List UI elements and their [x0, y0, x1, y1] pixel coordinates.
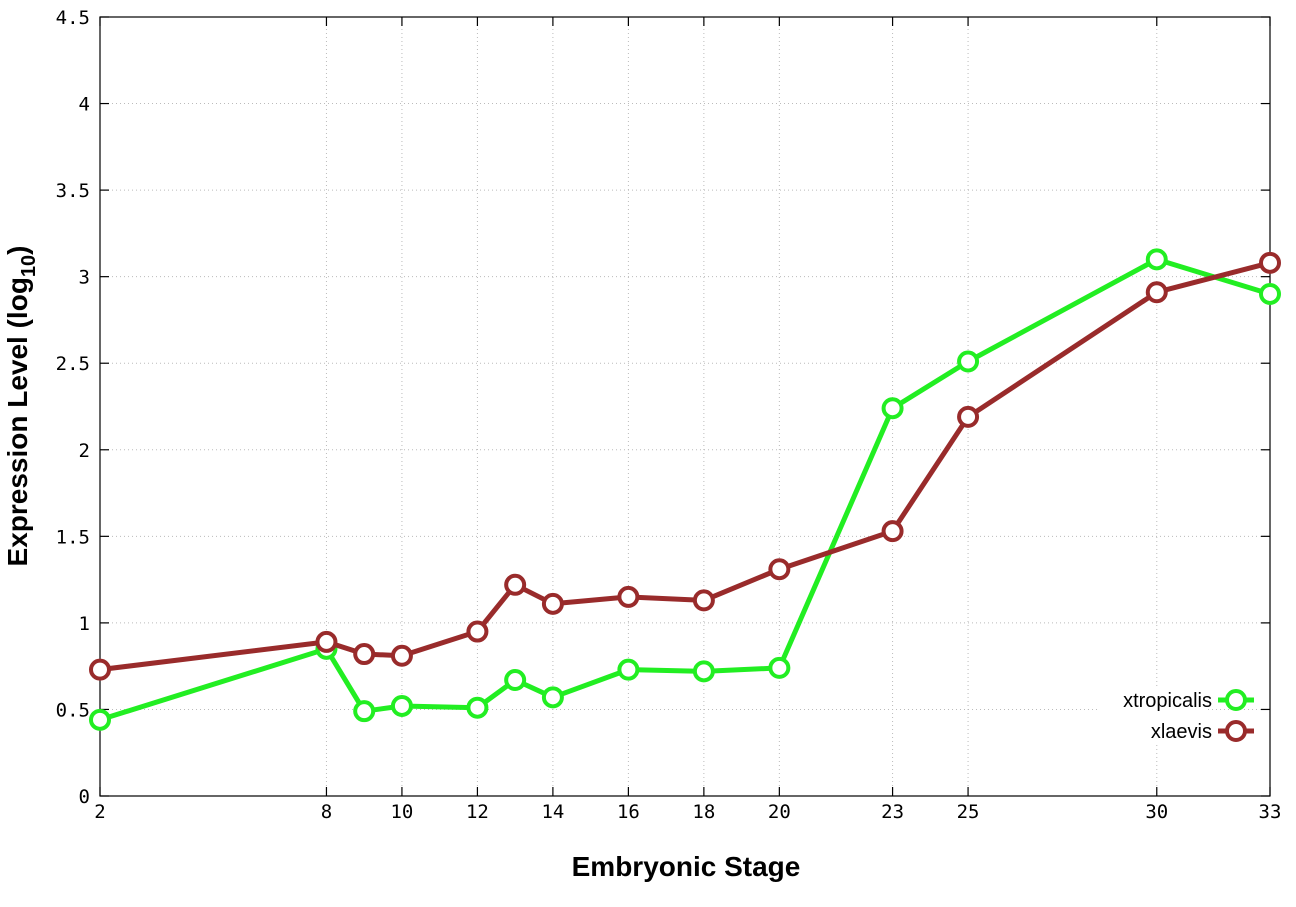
- x-tick-label: 8: [321, 801, 332, 823]
- data-point-xtropicalis: [466, 696, 489, 719]
- data-point-xtropicalis: [89, 708, 111, 731]
- x-tick-label: 20: [768, 801, 791, 823]
- y-tick-label: 0: [79, 786, 90, 808]
- data-point-xtropicalis: [1259, 282, 1281, 305]
- series-lines: [89, 248, 1281, 731]
- grid-lines: [100, 17, 1270, 796]
- data-point-xlaevis: [466, 620, 489, 643]
- legend-label: xtropicalis: [1123, 690, 1212, 712]
- y-axis-title-subscript: 10: [18, 255, 40, 277]
- legend-marker: [1225, 689, 1247, 711]
- y-tick-label: 0.5: [56, 699, 90, 721]
- y-tick-label: 2: [79, 440, 90, 462]
- data-point-xlaevis: [504, 573, 527, 596]
- axis-ticks: 0 0.5 1 1.5 2 2.5 3 3.5 4 4.5 2 8 10 12 14 16 18 20 23 25 30…: [56, 7, 1282, 823]
- y-tick-label: 3.5: [56, 180, 90, 202]
- data-point-xlaevis: [390, 644, 413, 667]
- data-point-xlaevis: [957, 405, 980, 428]
- series-line-xtropicalis: [99, 256, 1271, 723]
- data-point-xtropicalis: [504, 669, 527, 692]
- series-xlaevis: [89, 251, 1281, 681]
- data-point-xlaevis: [541, 592, 564, 615]
- x-axis-title: Embryonic Stage: [572, 851, 801, 882]
- plot-frame: [99, 16, 1271, 797]
- y-tick-label: 4: [79, 94, 90, 116]
- data-point-xlaevis: [768, 558, 791, 581]
- x-tick-label: 30: [1145, 801, 1168, 823]
- data-point-xtropicalis: [768, 656, 791, 679]
- data-point-xtropicalis: [617, 658, 640, 681]
- data-point-xtropicalis: [353, 700, 376, 723]
- y-axis-title: Expression Level (log10): [2, 246, 40, 567]
- x-tick-label: 12: [466, 801, 489, 823]
- y-axis-title-close: ): [2, 246, 33, 255]
- legend-label-bg: [1098, 717, 1208, 745]
- x-tick-label: 14: [541, 801, 564, 823]
- data-point-xlaevis: [353, 643, 376, 666]
- data-point-xlaevis: [617, 585, 640, 608]
- data-point-xlaevis: [692, 589, 715, 612]
- legend: xtropicalis xlaevis: [1098, 686, 1254, 745]
- data-point-xtropicalis: [692, 660, 715, 683]
- x-tick-label: 25: [957, 801, 980, 823]
- x-tick-label: 10: [390, 801, 413, 823]
- y-tick-label: 3: [79, 267, 90, 289]
- data-point-xlaevis: [1259, 251, 1281, 274]
- data-point-xlaevis: [1145, 281, 1168, 304]
- data-point-xtropicalis: [1145, 248, 1168, 271]
- x-tick-label: 2: [94, 801, 105, 823]
- series-line-xlaevis: [99, 260, 1271, 673]
- data-point-xtropicalis: [390, 694, 413, 717]
- y-axis-title-main: Expression Level (log: [2, 277, 33, 566]
- x-tick-label: 23: [881, 801, 904, 823]
- data-point-xtropicalis: [541, 686, 564, 709]
- legend-marker: [1225, 720, 1247, 742]
- data-point-xtropicalis: [957, 350, 980, 373]
- x-tick-label: 33: [1259, 801, 1282, 823]
- legend-label-bg: [1098, 686, 1208, 714]
- data-point-xlaevis: [315, 630, 338, 653]
- data-point-xlaevis: [881, 520, 904, 543]
- legend-item-xlaevis: xlaevis: [1098, 717, 1254, 745]
- y-tick-label: 2.5: [56, 353, 90, 375]
- legend-item-xtropicalis: xtropicalis: [1098, 686, 1254, 714]
- x-tick-label: 16: [617, 801, 640, 823]
- y-tick-label: 4.5: [56, 7, 90, 29]
- y-tick-label: 1: [79, 613, 90, 635]
- x-tick-label: 18: [692, 801, 715, 823]
- data-point-xlaevis: [89, 658, 111, 681]
- series-xtropicalis: [89, 248, 1281, 731]
- y-tick-label: 1.5: [56, 526, 90, 548]
- data-point-xtropicalis: [881, 397, 904, 420]
- legend-label: xlaevis: [1151, 721, 1212, 743]
